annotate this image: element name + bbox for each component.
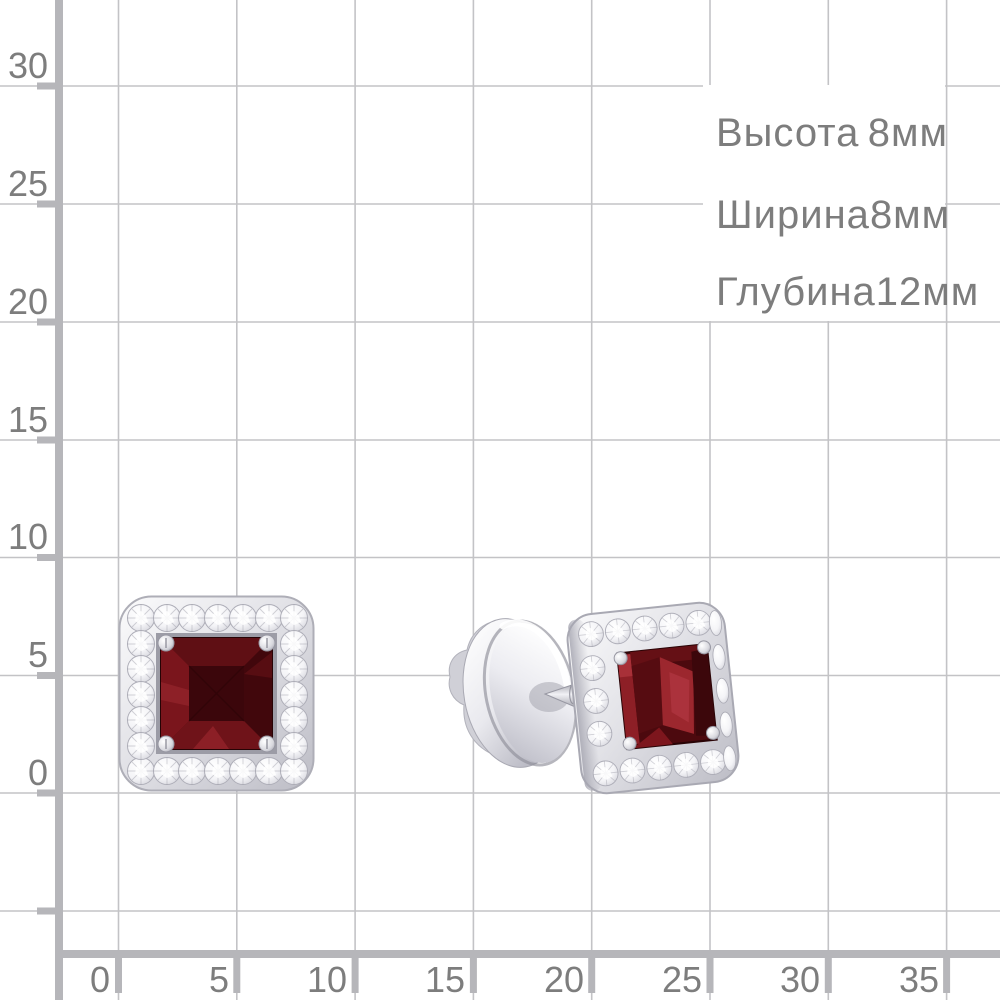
prong xyxy=(258,735,276,753)
earring-front-view xyxy=(118,595,315,792)
dimension-row-width: Ширина 8мм xyxy=(716,192,951,238)
prong xyxy=(157,735,175,753)
prong xyxy=(157,634,175,652)
dimension-row-depth: Глубина 12мм xyxy=(716,269,978,315)
dimension-value: 8мм xyxy=(867,111,948,155)
y-ruler xyxy=(37,0,63,1000)
x-ruler xyxy=(55,950,1000,993)
dimension-label: Глубина xyxy=(716,270,876,314)
x-axis-label-20: 20 xyxy=(543,959,584,1000)
dimension-value: 12мм xyxy=(875,270,980,314)
y-axis-label-15: 15 xyxy=(7,399,48,440)
dimension-row-height: Высота 8мм xyxy=(716,110,948,156)
x-axis-label-0: 0 xyxy=(89,959,110,1000)
garnet-stone-side xyxy=(616,642,718,751)
diamond-halo-side xyxy=(576,608,737,788)
y-axis-label-20: 20 xyxy=(7,281,48,322)
y-axis-label-5: 5 xyxy=(27,634,48,675)
y-axis-label-0: 0 xyxy=(27,752,48,793)
x-axis-label-25: 25 xyxy=(661,959,702,1000)
x-axis-label-15: 15 xyxy=(424,959,465,1000)
y-axis-label-10: 10 xyxy=(7,516,48,557)
y-axis-label-30: 30 xyxy=(7,45,48,86)
x-axis-label-5: 5 xyxy=(208,959,229,1000)
dimensions-panel-background xyxy=(703,85,945,321)
earring-side-view xyxy=(448,601,740,795)
dimension-label: Высота xyxy=(716,111,860,155)
x-axis-label-35: 35 xyxy=(898,959,939,1000)
x-axis-label-30: 30 xyxy=(779,959,820,1000)
dimension-label: Ширина xyxy=(716,193,870,237)
garnet-stone-front xyxy=(160,637,273,750)
y-axis-label-25: 25 xyxy=(7,163,48,204)
prong xyxy=(258,634,276,652)
x-axis-label-10: 10 xyxy=(306,959,347,1000)
dimension-value: 8мм xyxy=(869,193,951,237)
